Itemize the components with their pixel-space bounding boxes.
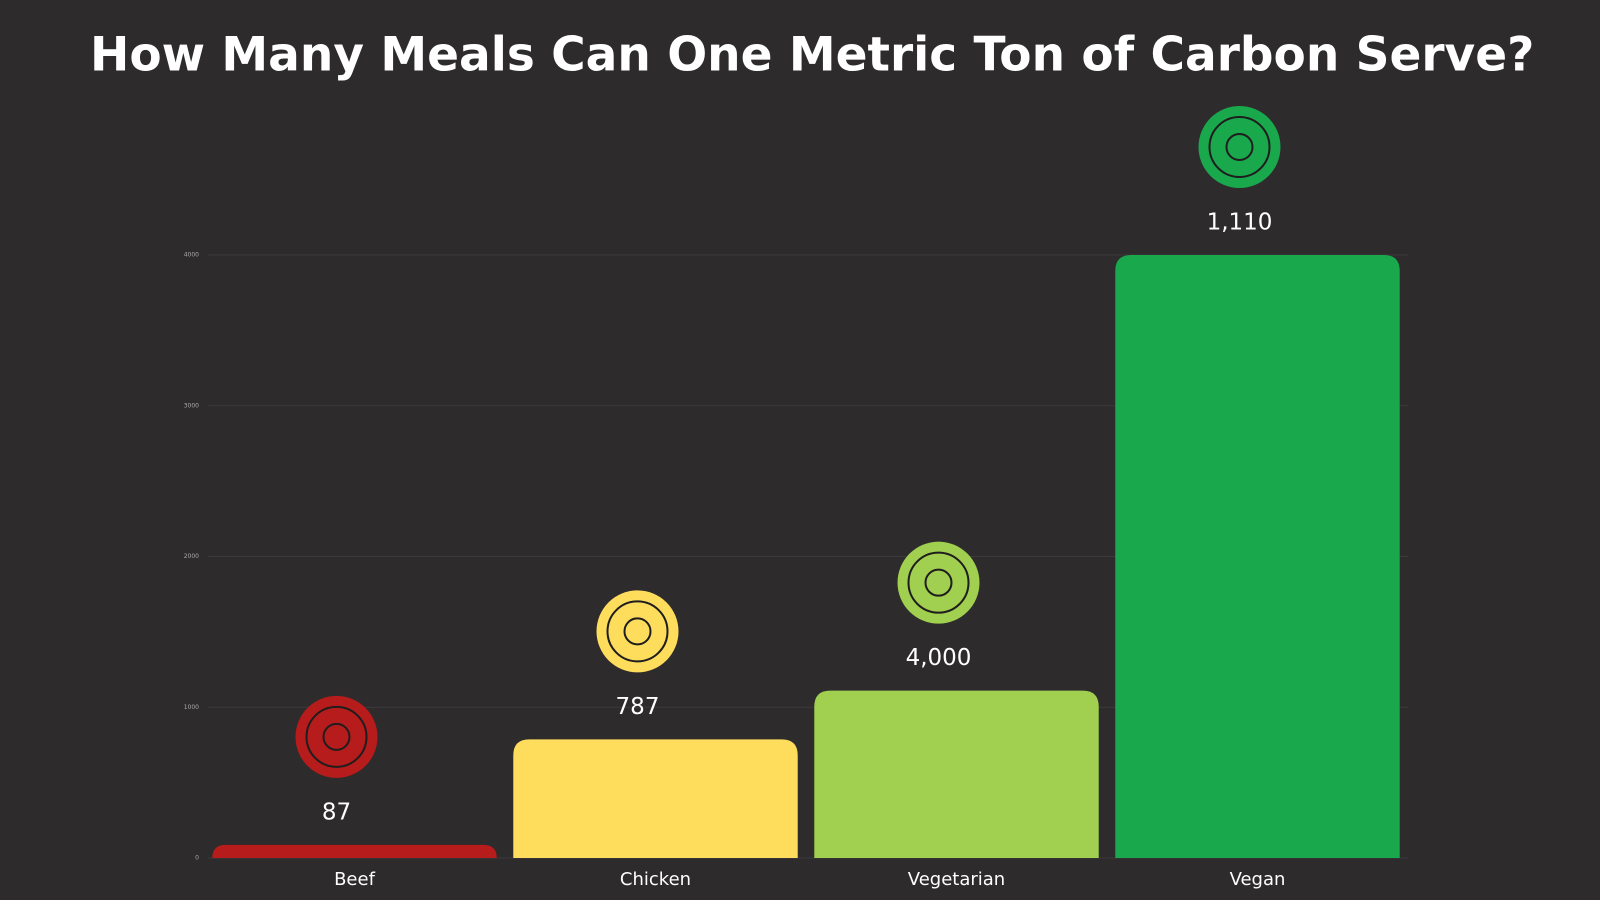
- x-tick-label: Beef: [334, 869, 375, 890]
- icon-ring: [1208, 116, 1271, 178]
- icon-core: [322, 722, 351, 751]
- y-tick-label: 2000: [184, 553, 199, 560]
- icon-ring: [305, 705, 368, 768]
- icon-disc: [295, 695, 378, 778]
- icon-ring: [606, 600, 669, 663]
- icon-disc: [596, 590, 679, 673]
- bar: [1115, 255, 1400, 858]
- icon-core: [623, 617, 652, 646]
- y-tick-label: 1000: [184, 704, 199, 711]
- icon-disc: [897, 541, 980, 624]
- icon-ring: [907, 551, 970, 614]
- bar-label: 87: [322, 799, 351, 825]
- x-tick-label: Vegan: [1230, 869, 1286, 890]
- icon-core: [1225, 133, 1254, 161]
- y-tick-label: 0: [195, 855, 199, 862]
- x-tick-label: Vegetarian: [908, 869, 1005, 890]
- icon-disc: [1198, 106, 1281, 188]
- y-tick-label: 4000: [184, 252, 199, 259]
- chart-title: How Many Meals Can One Metric Ton of Car…: [90, 28, 1534, 83]
- icon-core: [924, 568, 953, 597]
- bar-label: 4,000: [906, 645, 972, 671]
- bar-label: 1,110: [1207, 210, 1273, 236]
- bar: [814, 690, 1099, 858]
- x-tick-label: Chicken: [620, 869, 691, 890]
- bar-label: 787: [616, 694, 660, 720]
- y-tick-label: 3000: [184, 402, 199, 409]
- bar: [513, 739, 798, 858]
- bar: [212, 844, 497, 858]
